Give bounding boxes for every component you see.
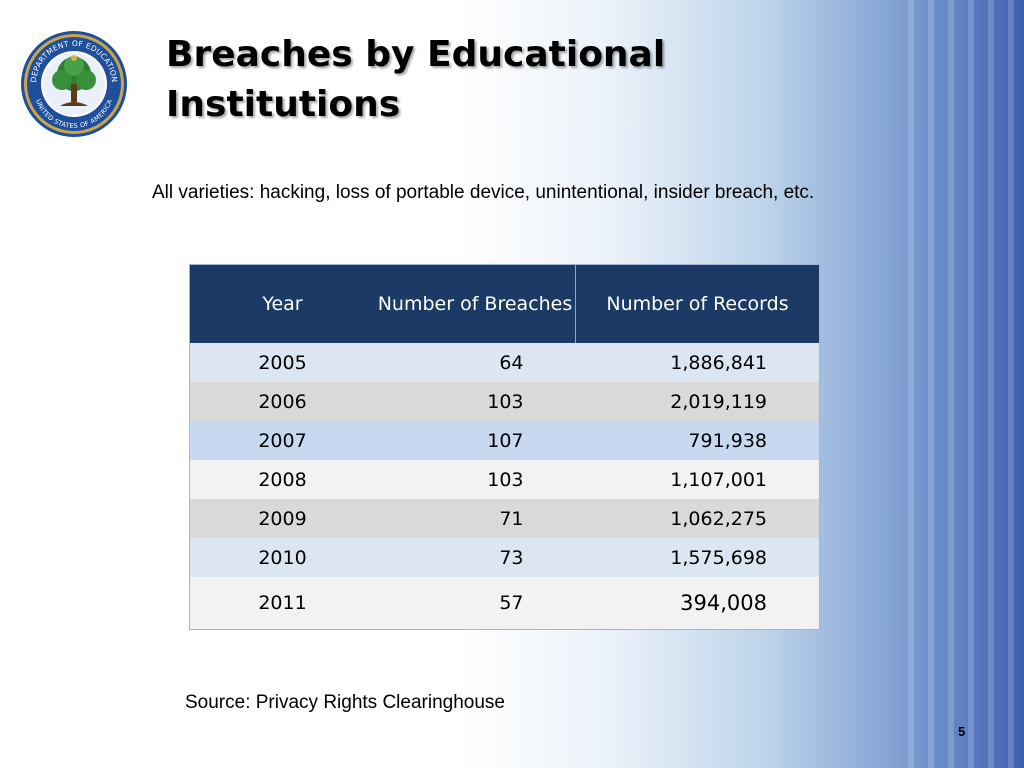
cell-year: 2011 — [190, 577, 375, 629]
cell-records: 791,938 — [575, 421, 819, 460]
cell-breaches: 57 — [375, 577, 576, 629]
cell-records: 2,019,119 — [575, 382, 819, 421]
table-header-row: Year Number of Breaches Number of Record… — [190, 265, 819, 343]
cell-year: 2008 — [190, 460, 375, 499]
table-row: 2006 103 2,019,119 — [190, 382, 819, 421]
cell-breaches: 73 — [375, 538, 576, 577]
cell-records: 1,062,275 — [575, 499, 819, 538]
table-row: 2009 71 1,062,275 — [190, 499, 819, 538]
cell-breaches: 64 — [375, 343, 576, 382]
header-number-of-breaches: Number of Breaches — [375, 265, 576, 343]
table-row: 2008 103 1,107,001 — [190, 460, 819, 499]
breaches-table-container: Year Number of Breaches Number of Record… — [189, 264, 820, 630]
slide-title: Breaches by Educational Institutions — [166, 30, 806, 130]
background-stripes — [894, 0, 1024, 768]
cell-records: 1,575,698 — [575, 538, 819, 577]
cell-breaches: 103 — [375, 382, 576, 421]
slide-title-line1: Breaches by Educational — [166, 34, 666, 75]
table-row: 2011 57 394,008 — [190, 577, 819, 629]
slide-subtitle: All varieties: hacking, loss of portable… — [152, 182, 815, 203]
cell-year: 2006 — [190, 382, 375, 421]
table-row: 2007 107 791,938 — [190, 421, 819, 460]
cell-breaches: 103 — [375, 460, 576, 499]
cell-records: 1,107,001 — [575, 460, 819, 499]
slide-title-line2: Institutions — [166, 84, 401, 125]
cell-breaches: 71 — [375, 499, 576, 538]
department-of-education-seal-logo: DEPARTMENT OF EDUCATION UNITED STATES OF… — [21, 31, 127, 137]
source-citation: Source: Privacy Rights Clearinghouse — [185, 692, 505, 713]
table-row: 2005 64 1,886,841 — [190, 343, 819, 382]
cell-year: 2009 — [190, 499, 375, 538]
breaches-table: Year Number of Breaches Number of Record… — [190, 265, 819, 629]
slide-number: 5 — [958, 724, 966, 739]
cell-records: 394,008 — [575, 577, 819, 629]
table-row: 2010 73 1,575,698 — [190, 538, 819, 577]
header-year: Year — [190, 265, 375, 343]
header-number-of-records: Number of Records — [575, 265, 819, 343]
cell-year: 2005 — [190, 343, 375, 382]
cell-year: 2010 — [190, 538, 375, 577]
cell-year: 2007 — [190, 421, 375, 460]
cell-records: 1,886,841 — [575, 343, 819, 382]
cell-breaches: 107 — [375, 421, 576, 460]
